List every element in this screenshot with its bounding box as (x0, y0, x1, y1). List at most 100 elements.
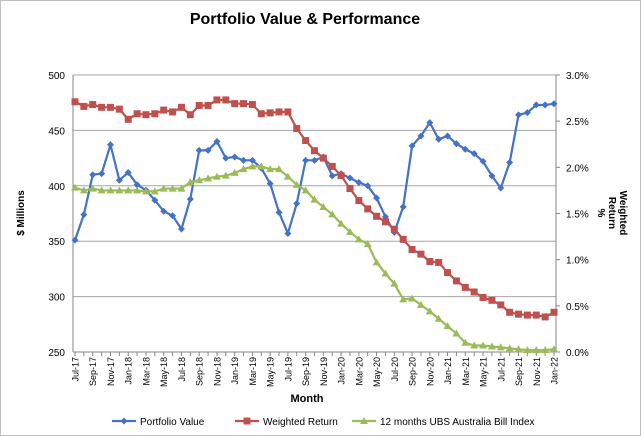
data-point (204, 146, 212, 154)
data-point (302, 137, 310, 145)
x-tick-label: Sep-18 (195, 357, 205, 386)
data-point (98, 170, 106, 178)
data-point (354, 235, 363, 243)
data-point (212, 172, 221, 180)
data-point (532, 346, 541, 354)
data-point (257, 162, 266, 170)
data-point (435, 135, 443, 143)
data-point (293, 125, 301, 133)
data-point (408, 294, 417, 302)
data-point (479, 157, 487, 165)
data-point (89, 171, 97, 179)
data-point (416, 300, 425, 308)
data-point (97, 186, 106, 194)
chart-title: Portfolio Value & Performance (190, 11, 420, 28)
data-point (266, 165, 275, 173)
y-tick-label: 350 (48, 237, 65, 248)
data-point (328, 162, 336, 170)
data-point (275, 208, 283, 216)
data-point (301, 186, 310, 194)
legend-label: 12 months UBS Australia Bill Index (380, 417, 535, 428)
data-point (115, 105, 123, 113)
x-tick-label: Jul-18 (177, 357, 187, 382)
data-point (319, 203, 328, 211)
data-point (479, 294, 487, 302)
x-tick-label: Jul-21 (496, 357, 506, 382)
data-point (141, 187, 150, 195)
data-point (550, 308, 558, 316)
x-tick-label: Sep-19 (301, 357, 311, 386)
data-point (541, 313, 549, 321)
data-point (115, 176, 123, 184)
data-point (355, 178, 363, 186)
data-point (293, 200, 301, 208)
data-point (506, 159, 514, 167)
data-point (337, 219, 346, 227)
data-point (124, 169, 132, 177)
x-tick-label: Jan-20 (337, 357, 347, 385)
data-point (488, 172, 496, 180)
data-point (532, 311, 540, 319)
data-point (470, 341, 479, 349)
data-point (195, 146, 203, 154)
data-point (292, 180, 301, 188)
data-point (345, 227, 354, 235)
data-point (186, 111, 194, 119)
data-point (346, 185, 354, 193)
y2-tick-label: 1.5% (566, 210, 589, 221)
series-12-months-ubs-australia-bill-index (71, 162, 558, 354)
y2-tick-label: 2.0% (566, 163, 589, 174)
x-tick-label: Nov-17 (106, 357, 116, 386)
data-point (248, 162, 257, 170)
data-point (213, 137, 221, 145)
x-tick-label: Mar-21 (461, 357, 471, 386)
data-point (266, 109, 274, 117)
data-point (231, 153, 239, 161)
data-point (230, 168, 239, 176)
data-point (222, 96, 230, 104)
series-line (73, 102, 555, 241)
data-point (541, 101, 549, 109)
data-point (89, 101, 97, 109)
y-tick-label: 300 (48, 293, 65, 304)
data-point (523, 311, 531, 319)
data-point (80, 102, 88, 110)
series-line (74, 98, 555, 319)
x-tick-label: Mar-19 (248, 357, 258, 386)
data-point (195, 101, 203, 109)
data-point (248, 101, 256, 109)
data-point (186, 178, 195, 186)
data-point (337, 172, 345, 180)
data-point (515, 111, 523, 119)
data-point (177, 103, 185, 111)
data-point (515, 310, 523, 318)
data-point (120, 417, 128, 425)
data-point (461, 338, 470, 346)
data-point (541, 346, 550, 354)
data-point (363, 239, 372, 247)
x-tick-label: Mar-18 (141, 357, 151, 386)
x-tick-label: Jul-20 (390, 357, 400, 382)
y2-tick-label: 0.5% (566, 302, 589, 313)
data-point (151, 110, 159, 118)
data-point (186, 195, 194, 203)
data-point (408, 142, 416, 150)
data-point (434, 314, 443, 322)
x-tick-label: Jul-17 (71, 357, 81, 382)
legend-item: Portfolio Value (112, 417, 205, 428)
y-tick-label: 450 (48, 126, 65, 137)
data-point (452, 140, 460, 148)
data-point (124, 115, 132, 123)
data-point (399, 235, 407, 243)
data-point (98, 103, 106, 111)
data-point (399, 203, 407, 211)
data-point (284, 229, 292, 237)
data-point (497, 301, 505, 309)
data-point (470, 150, 478, 158)
data-point (381, 269, 390, 277)
data-point (390, 225, 398, 233)
data-point (79, 186, 88, 194)
data-point (275, 108, 283, 116)
y-tick-label: 500 (48, 71, 65, 82)
data-point (177, 184, 186, 192)
